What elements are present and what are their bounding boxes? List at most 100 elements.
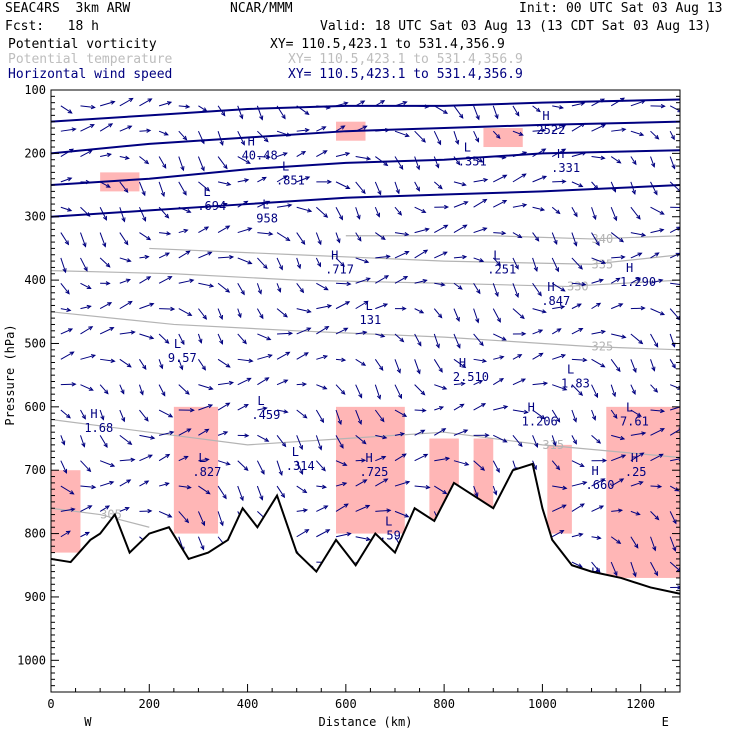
wind-vector bbox=[80, 105, 95, 108]
wind-vector-head bbox=[205, 489, 211, 495]
wind-vector bbox=[650, 485, 662, 488]
wind-vector bbox=[630, 452, 644, 462]
wind-vector bbox=[414, 249, 428, 259]
wind-vector-head bbox=[164, 213, 170, 219]
wind-vector bbox=[99, 207, 107, 221]
wind-vector bbox=[355, 331, 367, 335]
wind-vector-head bbox=[619, 478, 625, 483]
wind-vector bbox=[355, 479, 367, 487]
extremum-marker: L bbox=[203, 185, 210, 199]
wind-vector-head bbox=[634, 543, 639, 549]
wind-vector bbox=[60, 206, 72, 212]
wind-vector-head bbox=[591, 415, 597, 421]
wind-vector-head bbox=[150, 435, 156, 440]
wind-vector-head bbox=[265, 200, 271, 205]
wind-vector bbox=[611, 454, 626, 462]
wind-vector-head bbox=[457, 285, 463, 290]
wind-vector-head bbox=[67, 207, 73, 212]
wind-vector-head bbox=[654, 342, 659, 348]
init-time: Init: 00 UTC Sat 03 Aug 13 bbox=[519, 1, 723, 16]
wind-vector bbox=[158, 359, 163, 369]
wind-vector bbox=[198, 251, 212, 259]
wind-vector bbox=[434, 485, 447, 495]
wind-vector-head bbox=[323, 505, 329, 510]
wind-vector-head bbox=[616, 367, 621, 373]
wind-vector-head bbox=[671, 363, 676, 369]
theta-contour-2 bbox=[345, 235, 680, 240]
wind-vector-head bbox=[163, 131, 169, 136]
wind-vector bbox=[512, 378, 526, 386]
wind-vector bbox=[394, 181, 400, 194]
wind-vector bbox=[198, 359, 206, 371]
wind-vector bbox=[512, 283, 519, 298]
wind-vector bbox=[355, 358, 366, 366]
wind-vector bbox=[434, 251, 448, 259]
wind-vector bbox=[60, 308, 71, 311]
wind-vector bbox=[276, 435, 286, 447]
wind-vector bbox=[296, 176, 310, 183]
wind-vector-head bbox=[146, 128, 152, 133]
wind-vector bbox=[611, 256, 625, 259]
wind-vector-head bbox=[361, 361, 367, 366]
wind-vector bbox=[414, 384, 425, 395]
wind-vector-head bbox=[340, 125, 346, 130]
wind-vector-head bbox=[620, 254, 626, 260]
wind-vector bbox=[296, 509, 308, 512]
x-tick-label: 200 bbox=[138, 697, 160, 711]
wind-vector-head bbox=[580, 122, 586, 128]
wind-vector-head bbox=[360, 100, 366, 105]
wind-vector bbox=[669, 561, 680, 572]
wind-vector-head bbox=[640, 306, 646, 311]
valid-time: Valid: 18 UTC Sat 03 Aug 13 (13 CDT Sat … bbox=[320, 19, 712, 34]
extremum-marker: L bbox=[567, 362, 574, 376]
extremum-value: .351 bbox=[458, 155, 487, 169]
wind-vector-head bbox=[325, 105, 331, 110]
wind-vector bbox=[80, 206, 91, 217]
wind-vector bbox=[119, 181, 129, 193]
wind-vector bbox=[335, 125, 345, 132]
wind-vector-head bbox=[651, 366, 656, 372]
wind-vector-head bbox=[322, 150, 328, 155]
wind-vector-head bbox=[578, 532, 584, 537]
wind-vector bbox=[650, 536, 656, 551]
wind-vector-head bbox=[185, 250, 191, 255]
wind-vector-head bbox=[267, 354, 273, 359]
wind-vector-head bbox=[560, 354, 567, 359]
wind-vector-head bbox=[246, 377, 252, 382]
wind-vector bbox=[611, 303, 623, 310]
wind-vector-head bbox=[539, 207, 546, 212]
wind-vector bbox=[630, 409, 642, 417]
wind-vector bbox=[571, 503, 585, 512]
wind-vector bbox=[473, 403, 486, 411]
wind-vector-head bbox=[475, 137, 480, 143]
wind-vector bbox=[551, 232, 558, 245]
wind-vector bbox=[277, 332, 292, 335]
wind-contour-1 bbox=[51, 149, 680, 187]
wind-vector-head bbox=[496, 261, 502, 266]
wind-vector bbox=[335, 384, 346, 395]
x-tick-label: 400 bbox=[237, 697, 259, 711]
wind-vector-head bbox=[519, 314, 525, 320]
wind-vector-head bbox=[654, 515, 660, 521]
wind-vector bbox=[80, 384, 94, 391]
extremum-marker: L bbox=[626, 401, 633, 415]
wind-vector-head bbox=[601, 259, 607, 265]
terrain-line bbox=[50, 462, 681, 595]
wind-vector-head bbox=[482, 227, 488, 232]
wind-vector-head bbox=[164, 482, 170, 487]
wind-vector-head bbox=[125, 278, 131, 283]
wind-vector-head bbox=[205, 186, 211, 192]
wind-vector-head bbox=[677, 585, 680, 590]
extremum-value: .459 bbox=[251, 408, 280, 422]
wind-vector-head bbox=[189, 408, 195, 413]
wind-vector-head bbox=[404, 513, 410, 518]
wind-vector-head bbox=[479, 258, 485, 263]
wind-vector-head bbox=[365, 277, 371, 282]
wind-vector-head bbox=[459, 403, 465, 408]
wind-vector-head bbox=[247, 227, 253, 232]
wind-vector bbox=[493, 378, 504, 386]
wind-vector-head bbox=[659, 228, 665, 233]
wind-vector bbox=[138, 181, 146, 196]
wind-vector-head bbox=[578, 183, 584, 188]
wind-vector bbox=[99, 481, 114, 487]
